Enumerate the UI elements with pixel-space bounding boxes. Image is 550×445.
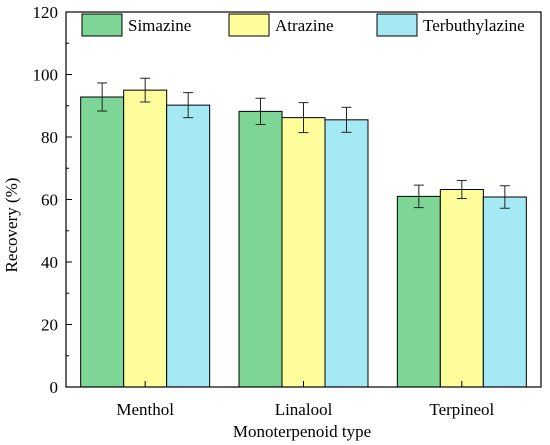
legend-swatch-terbuthylazine [376,13,418,37]
y-axis-title: Recovery (%) [2,178,21,273]
bars-layer [80,89,527,388]
x-tick-label-linalool: Linalool [275,400,333,419]
bar-atrazine-terpineol [439,189,484,388]
legend-label-simazine: Simazine [128,16,191,35]
legend-label-terbuthylazine: Terbuthylazine [423,16,525,35]
legend: Simazine Atrazine Terbuthylazine [81,13,525,37]
legend-swatch-atrazine [228,13,270,37]
bar-atrazine-menthol [123,89,168,388]
bar-terbuthylazine-linalool [324,119,369,388]
bar-simazine-menthol [80,96,125,388]
bar-terbuthylazine-menthol [166,104,211,388]
bar-simazine-linalool [238,110,283,388]
legend-label-atrazine: Atrazine [275,16,334,35]
error-bars-layer [97,77,510,209]
x-tick-label-menthol: Menthol [116,400,174,419]
bar-simazine-terpineol [396,195,441,388]
bar-atrazine-linalool [281,117,326,388]
y-tick-label: 60 [41,191,58,210]
x-axis-title: Monoterpenoid type [233,422,371,441]
bar-terbuthylazine-terpineol [482,196,527,388]
axes-layer: 0 20 40 60 80 100 120 Menthol Linalool Terpineol [33,3,542,419]
legend-swatch-simazine [81,13,123,37]
x-tick-label-terpineol: Terpineol [429,400,494,419]
y-tick-label: 40 [41,253,58,272]
y-tick-label: 0 [50,378,59,397]
y-tick-label: 80 [41,128,58,147]
y-tick-label: 120 [33,3,59,22]
y-tick-label: 20 [41,316,58,335]
y-tick-label: 100 [33,66,59,85]
